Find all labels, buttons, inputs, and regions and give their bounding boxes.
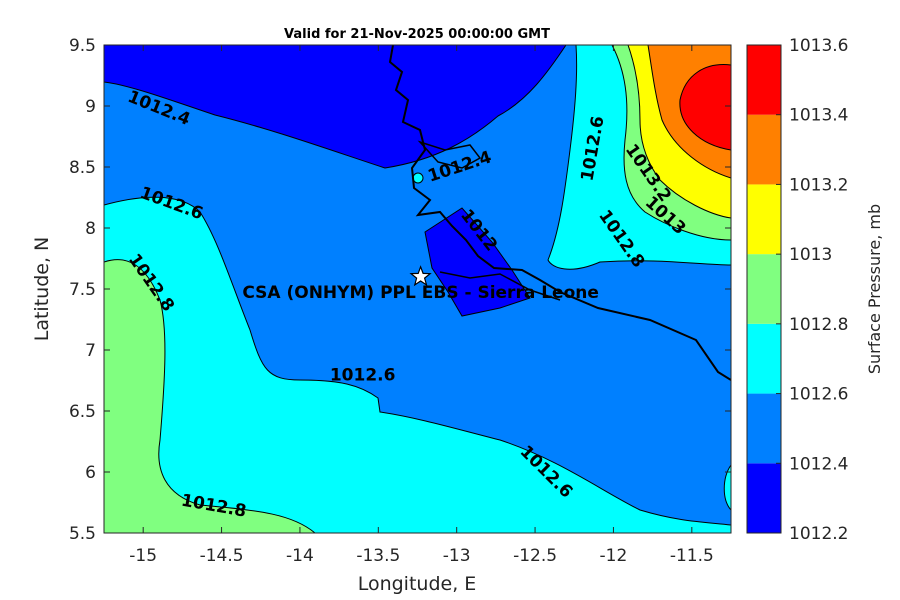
colorbar-segment (747, 254, 781, 324)
coastline (388, 45, 731, 381)
fill-band-1012-2-center (424, 207, 531, 317)
x-tick-label: -12 (600, 546, 628, 566)
figure-title: Valid for 21-Nov-2025 00:00:00 GMT (284, 27, 550, 42)
fill-band-1012-6-islet (412, 172, 424, 184)
fill-band-1012-8-sw (104, 259, 316, 533)
y-tick-label: 5.5 (69, 524, 96, 544)
y-tick-label: 7 (85, 341, 96, 361)
x-tick-label: -13 (443, 546, 471, 566)
colorbar-tick-label: 1013.2 (789, 175, 848, 195)
station-label: CSA (ONHYM) PPL EBS - Sierra Leone (242, 283, 599, 303)
y-tick-label: 9.5 (69, 36, 96, 56)
colorbar-tick-label: 1013.6 (789, 36, 848, 56)
x-tick-label: -15 (129, 546, 157, 566)
y-tick-label: 6 (85, 463, 96, 483)
colorbar: 1012.2 1012.4 1012.6 1012.8 1013 1013.2 1013.4… (746, 36, 848, 544)
y-axis-label: Latitude, N (31, 237, 53, 342)
colorbar-tick-label: 1012.8 (789, 315, 848, 335)
colorbar-segment (747, 323, 781, 394)
colorbar-tick-label: 1013 (789, 245, 832, 265)
station-star-icon (409, 265, 432, 287)
x-axis-label: Longitude, E (358, 573, 477, 595)
colorbar-segment (747, 393, 781, 464)
colorbar-segment (747, 45, 781, 115)
y-tick-label: 8 (85, 219, 96, 239)
station-marker: CSA (ONHYM) PPL EBS - Sierra Leone (242, 265, 599, 303)
coastline-inlet (439, 271, 561, 301)
coastline-estuary (417, 140, 482, 169)
x-axis-ticks: -15 -14.5 -14 -13.5 -13 -12.5 -12 -11.5 (129, 45, 714, 566)
colorbar-tick-label: 1013.4 (789, 106, 848, 126)
fill-band-1012-6-west (104, 196, 731, 533)
y-tick-label: 7.5 (69, 280, 96, 300)
x-tick-label: -14 (286, 546, 314, 566)
colorbar-label: Surface Pressure, mb (865, 204, 884, 374)
colorbar-segment (747, 463, 781, 533)
colorbar-segment (747, 184, 781, 255)
y-tick-label: 8.5 (69, 158, 96, 178)
x-tick-label: -14.5 (200, 546, 244, 566)
colorbar-frame (746, 44, 782, 534)
x-tick-label: -12.5 (513, 546, 557, 566)
colorbar-tick-label: 1012.2 (789, 524, 848, 544)
contour-label: 1012.6 (330, 366, 396, 386)
x-tick-label: -11.5 (670, 546, 714, 566)
fill-band-1013-4 (679, 64, 731, 151)
y-axis-ticks: 5.5 6 6.5 7 7.5 8 8.5 9 9.5 (69, 36, 731, 544)
x-tick-label: -13.5 (356, 546, 400, 566)
fill-band-1012-2-north (104, 45, 567, 169)
colorbar-tick-label: 1012.6 (789, 385, 848, 405)
colorbar-segment (747, 114, 781, 185)
y-tick-label: 6.5 (69, 402, 96, 422)
colorbar-tick-label: 1012.4 (789, 454, 848, 474)
y-tick-label: 9 (85, 97, 96, 117)
